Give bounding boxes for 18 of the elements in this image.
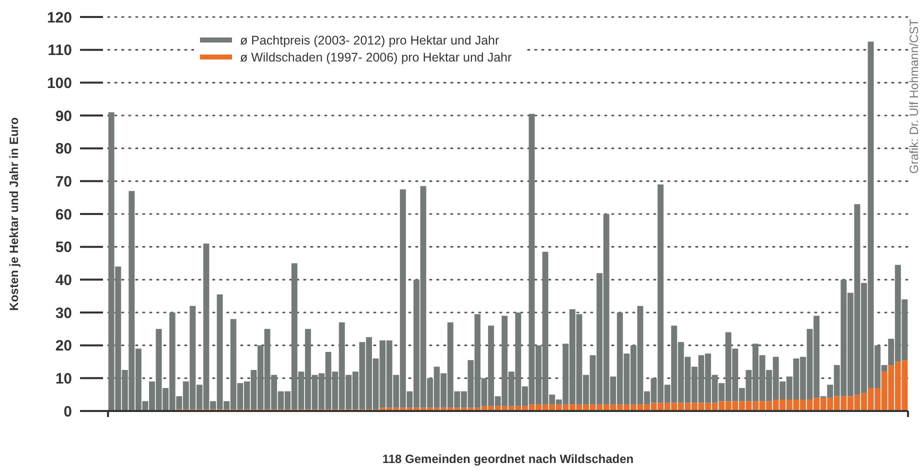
legend-label: ø Pachtpreis (2003- 2012) pro Hektar und Jahr bbox=[240, 33, 500, 48]
y-tick-label: 110 bbox=[48, 42, 72, 60]
y-tick-label: 120 bbox=[46, 9, 72, 26]
legend-label: ø Wildschaden (1997- 2006) pro Hektar und Jahr bbox=[240, 50, 512, 64]
y-tick-label: 30 bbox=[55, 304, 72, 322]
y-tick-label: 10 bbox=[55, 370, 72, 388]
y-tick-label: 70 bbox=[55, 173, 72, 190]
y-tick-label: 0 bbox=[64, 403, 72, 420]
x-axis-title: 118 Gemeinden geordnet nach Wildschaden bbox=[382, 452, 634, 466]
y-tick-label: 60 bbox=[55, 206, 72, 224]
y-tick-label: 80 bbox=[55, 140, 72, 158]
y-tick-label: 50 bbox=[55, 239, 72, 256]
y-axis-title: Kosten je Hektar und Jahr in Euro bbox=[7, 117, 21, 311]
y-tick-label: 40 bbox=[55, 272, 72, 289]
y-tick-label: 100 bbox=[46, 74, 72, 92]
annotation: Grafik: Dr. Ulf Hohmann/CST bbox=[907, 18, 921, 174]
y-tick-label: 20 bbox=[55, 338, 72, 355]
y-tick-label: 90 bbox=[55, 108, 72, 125]
